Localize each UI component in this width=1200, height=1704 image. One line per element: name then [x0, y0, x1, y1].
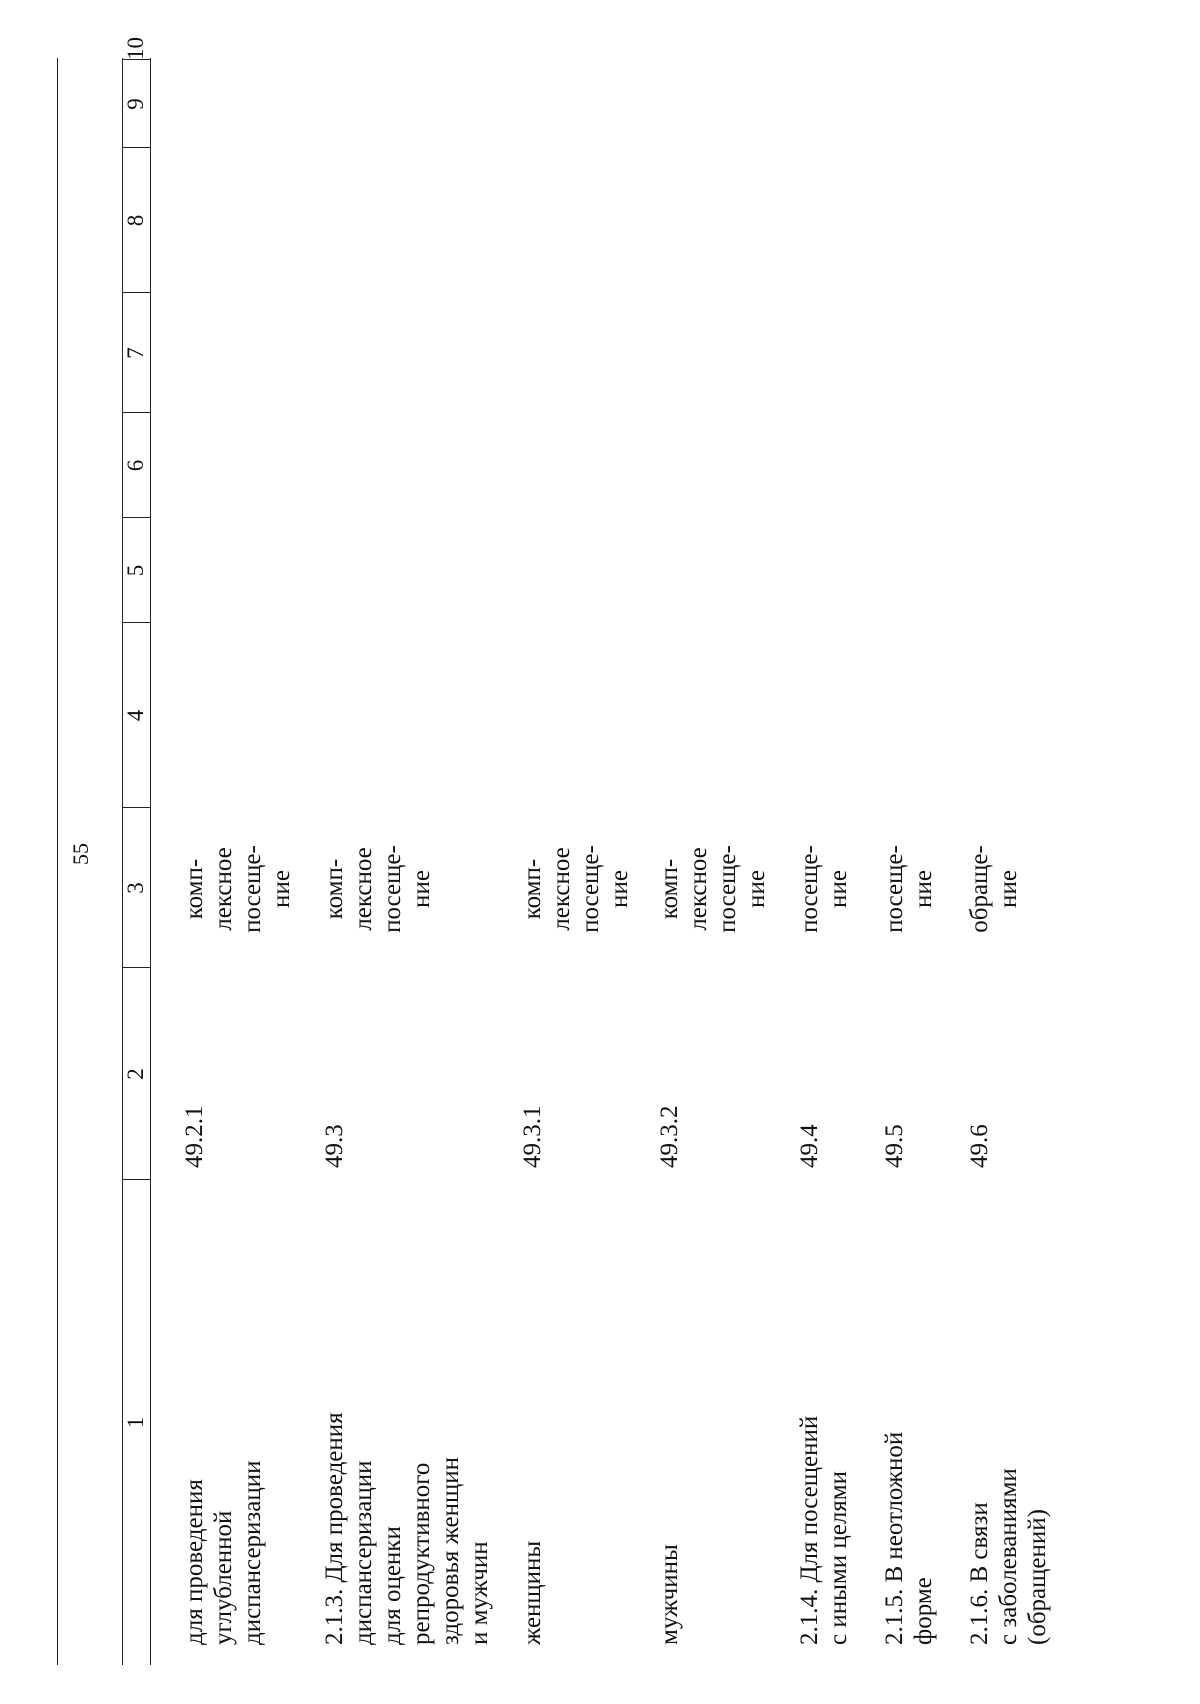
row-unit: обраще- ние: [966, 845, 1022, 933]
row-unit: комп- лексное посеще- ние: [321, 845, 435, 933]
row-unit: посеще- ние: [881, 845, 937, 933]
row-unit: посеще- ние: [796, 845, 852, 933]
column-number: 5: [123, 564, 148, 577]
row-code: 49.6: [966, 1124, 993, 1168]
row-label: 2.1.4. Для посещений с иными целями: [796, 1415, 852, 1645]
header-bottom-line: [150, 58, 151, 1665]
column-number: 8: [123, 214, 148, 227]
row-label: 2.1.6. В связи с заболеваниями (обращени…: [966, 1468, 1051, 1645]
row-label: мужчины: [656, 1544, 683, 1645]
column-number: 7: [123, 347, 148, 359]
row-code: 49.3: [321, 1124, 348, 1168]
column-number: 10: [123, 37, 148, 60]
row-code: 49.3.1: [519, 1105, 546, 1169]
header-top-line: [57, 58, 58, 1665]
row-unit: комп- лексное посеще- ние: [656, 845, 770, 933]
column-number: 6: [123, 459, 148, 472]
column-number: 3: [123, 882, 148, 894]
column-number: 9: [123, 98, 148, 110]
column-number: 4: [123, 709, 148, 722]
row-code: 49.2.1: [181, 1105, 208, 1169]
column-number: 1: [123, 1416, 148, 1429]
row-unit: комп- лексное посеще- ние: [519, 845, 633, 933]
row-unit: комп- лексное посеще- ние: [181, 845, 295, 933]
row-label: для проведения углубленной диспансеризац…: [181, 1460, 266, 1645]
column-number: 2: [123, 1068, 148, 1080]
row-label: 2.1.5. В неотложной форме: [881, 1431, 937, 1645]
row-code: 49.3.2: [656, 1105, 683, 1169]
row-code: 49.4: [796, 1124, 823, 1168]
row-code: 49.5: [881, 1124, 908, 1168]
row-label: 2.1.3. Для проведения диспансеризации дл…: [321, 1412, 493, 1645]
page-number: 55: [68, 843, 93, 865]
row-label: женщины: [519, 1540, 546, 1645]
